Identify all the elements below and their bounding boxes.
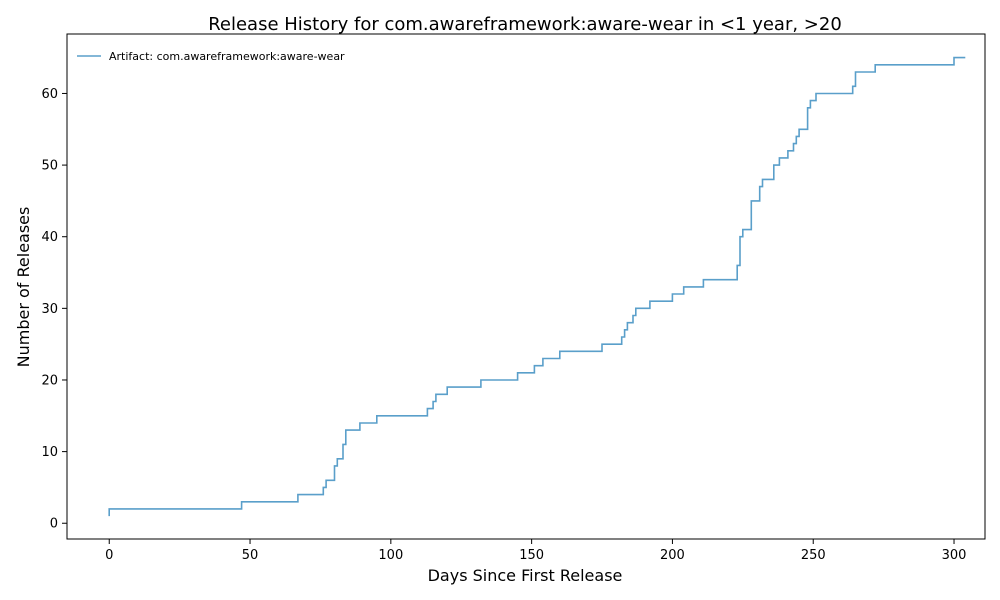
- x-tick-label: 50: [242, 548, 259, 563]
- series-line-aware-wear: [108, 56, 966, 517]
- x-axis-ticks: 0 50 100 150 200 250 300: [105, 539, 966, 563]
- y-tick-label: 40: [41, 230, 58, 245]
- x-axis-label: Days Since First Release: [428, 566, 623, 585]
- y-tick-label: 50: [41, 159, 58, 174]
- y-tick-label: 0: [50, 517, 58, 532]
- y-axis-ticks: 0 10 20 30 40 50 60: [41, 87, 67, 532]
- x-tick-label: 100: [378, 548, 403, 563]
- x-tick-label: 200: [660, 548, 685, 563]
- y-tick-label: 10: [41, 445, 58, 460]
- x-tick-label: 0: [105, 548, 113, 563]
- chart-title: Release History for com.awareframework:a…: [208, 14, 842, 35]
- y-axis-label: Number of Releases: [14, 207, 33, 368]
- y-tick-label: 30: [41, 302, 58, 317]
- x-tick-label: 300: [942, 548, 967, 563]
- x-tick-label: 250: [801, 548, 826, 563]
- legend-label: Artifact: com.awareframework:aware-wear: [109, 50, 345, 63]
- y-tick-label: 60: [41, 87, 58, 102]
- x-tick-label: 150: [519, 548, 544, 563]
- plot-area-frame: [66, 33, 986, 540]
- y-tick-label: 20: [41, 373, 58, 388]
- legend: Artifact: com.awareframework:aware-wear: [77, 50, 345, 63]
